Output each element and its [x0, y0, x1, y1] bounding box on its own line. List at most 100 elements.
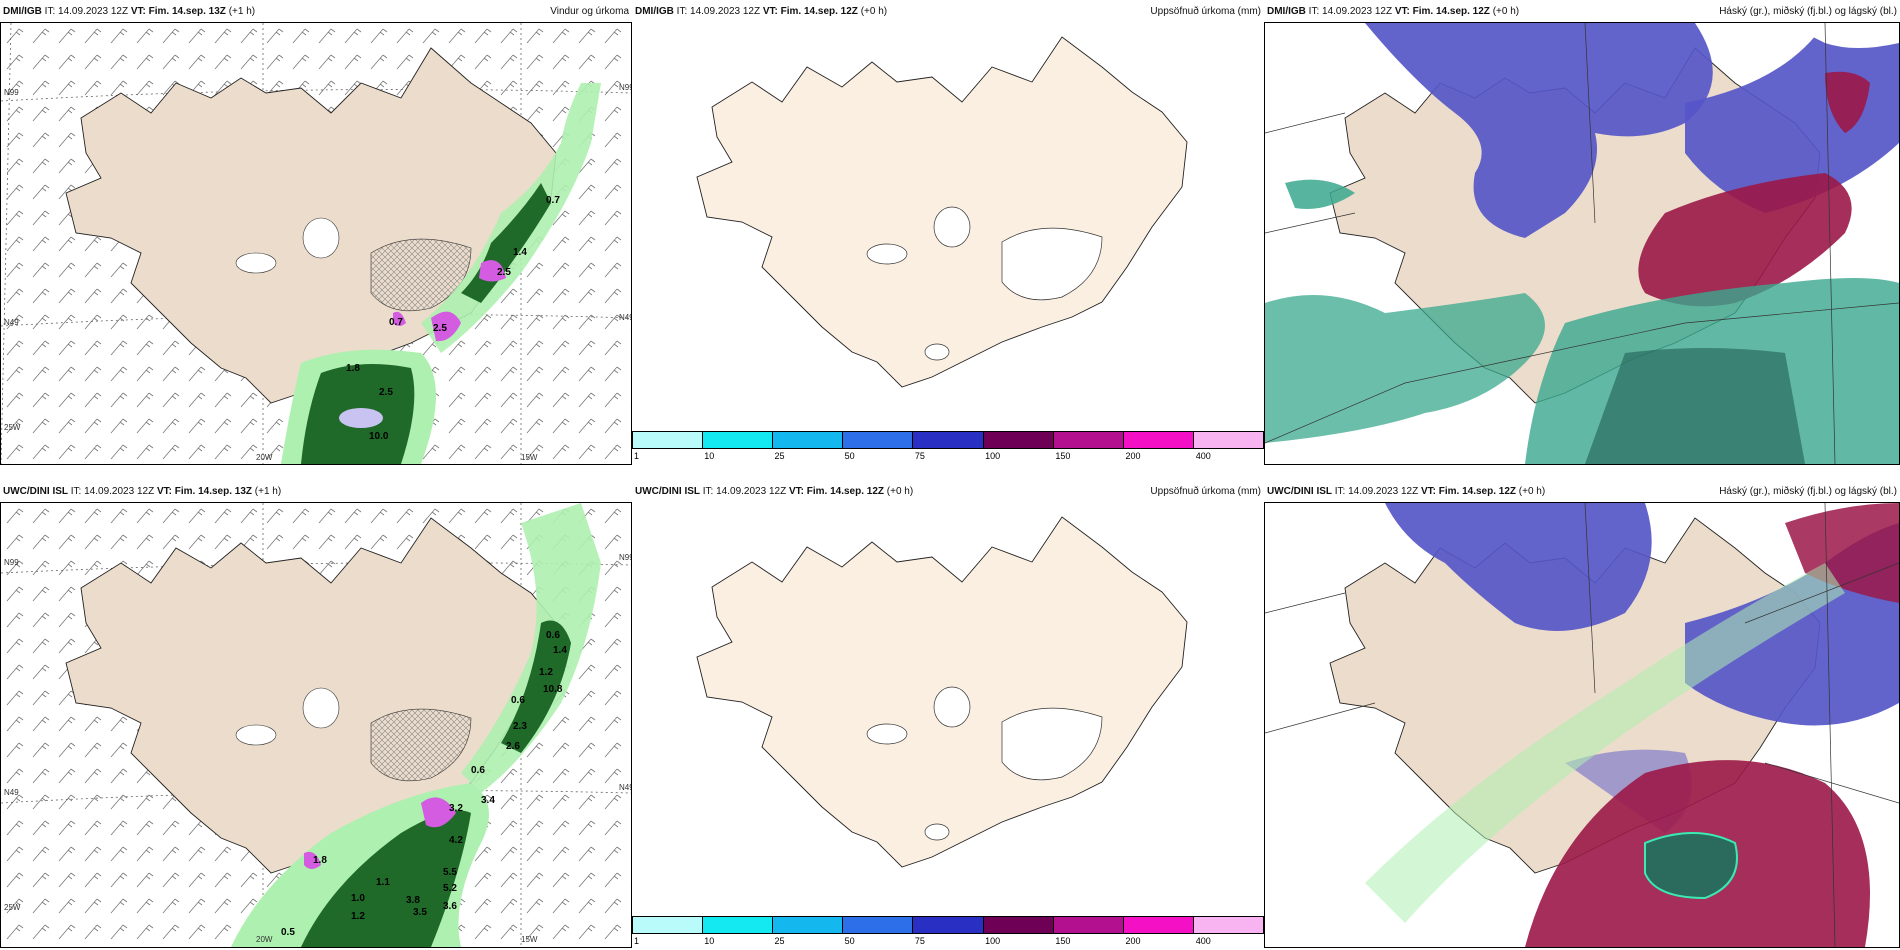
colorbar-label: 75: [914, 451, 925, 461]
lead-time: (+0 h): [886, 485, 914, 497]
precip-label: 3.4: [481, 795, 495, 806]
colorbar-swatch: [913, 917, 984, 933]
it-prefix: IT:: [676, 5, 688, 17]
precip-label: 1.2: [539, 667, 553, 678]
init-time: 14.09.2023 12Z: [1322, 5, 1393, 17]
precip-label: 1.1: [376, 877, 390, 888]
vt-prefix: VT:: [1420, 485, 1436, 497]
map-frame: [1264, 22, 1900, 465]
colorbar-swatches: [632, 916, 1264, 934]
init-time: 14.09.2023 12Z: [716, 485, 787, 497]
model-name: DMI/IGB: [3, 5, 42, 17]
colorbar-label: 75: [914, 936, 925, 946]
lat-tick: N49: [4, 318, 19, 327]
valid-time: Fim. 14.sep. 13Z: [174, 485, 253, 497]
init-time: 14.09.2023 12Z: [690, 5, 761, 17]
valid-time: Fim. 14.sep. 12Z: [1412, 5, 1490, 17]
precip-label: 2.5: [497, 267, 511, 278]
product-title: Uppsöfnuð úrkoma (mm): [1150, 485, 1261, 497]
precip-label: 3.5: [413, 907, 427, 918]
wind-precip-map: 0.7 1.4 2.5 0.7 2.5 1.8 2.5 10.0: [1, 23, 631, 464]
colorbar-swatch: [703, 432, 774, 448]
vt-prefix: VT:: [1394, 5, 1410, 17]
lat-tick: N49: [619, 313, 631, 322]
colorbar-label: 25: [774, 936, 785, 946]
it-prefix: IT:: [1334, 485, 1346, 497]
precip-label: 5.5: [443, 867, 457, 878]
panel-wind-precip-uwc: UWC/DINI ISL IT: 14.09.2023 12Z VT: Fim.…: [0, 480, 632, 950]
colorbar-label: 1: [634, 936, 640, 946]
precip-label: 3.8: [406, 895, 420, 906]
colorbar-swatch: [703, 917, 774, 933]
colorbar-swatch: [1053, 917, 1124, 933]
colorbar-label: 10: [704, 451, 715, 461]
map-frame: [632, 22, 1264, 430]
precip-label: 1.2: [351, 911, 365, 922]
colorbar-swatches: [632, 431, 1264, 449]
precip-label: 2.6: [506, 741, 520, 752]
precip-labels: 0.6 1.4 1.2 10.8 0.6 2.3 2.6 0.6 3.4 3.2…: [281, 630, 567, 938]
accum-precip-map: [696, 36, 1188, 388]
model-name: UWC/DINI ISL: [1267, 485, 1332, 497]
lon-tick: 25W: [4, 423, 21, 432]
precip-label: 1.0: [351, 893, 365, 904]
lon-tick: 15W: [521, 453, 538, 462]
vt-prefix: VT:: [156, 485, 172, 497]
colorbar-label: 400: [1195, 451, 1211, 461]
colorbar-label: 50: [844, 451, 855, 461]
precip-label: 10.8: [543, 684, 563, 695]
lat-tick: N49: [619, 783, 631, 792]
colorbar: 1 10 25 50 75 100 150 200 400: [632, 431, 1264, 465]
wind-precip-map: 0.6 1.4 1.2 10.8 0.6 2.3 2.6 0.6 3.4 3.2…: [1, 503, 631, 947]
it-prefix: IT:: [70, 485, 82, 497]
init-time: 14.09.2023 12Z: [1348, 485, 1419, 497]
colorbar-label: 200: [1125, 936, 1141, 946]
colorbar-swatch: [1053, 432, 1124, 448]
precip-label: 0.6: [471, 765, 485, 776]
colorbar: 1 10 25 50 75 100 150 200 400: [632, 916, 1264, 950]
colorbar-label: 150: [1055, 936, 1071, 946]
panel-header: DMI/IGB IT: 14.09.2023 12Z VT: Fim. 14.s…: [1264, 0, 1900, 22]
panel-header: UWC/DINI ISL IT: 14.09.2023 12Z VT: Fim.…: [0, 480, 632, 502]
panel-header: UWC/DINI ISL IT: 14.09.2023 12Z VT: Fim.…: [1264, 480, 1900, 502]
precip-label: 0.7: [546, 195, 560, 206]
colorbar-swatch: [843, 917, 914, 933]
colorbar-swatch: [1193, 917, 1263, 933]
product-title: Háský (gr.), miðský (fj.bl.) og lágský (…: [1719, 485, 1897, 497]
lon-tick: 25W: [4, 903, 21, 912]
colorbar-label: 400: [1195, 936, 1211, 946]
precip-label: 2.5: [379, 387, 393, 398]
valid-time: Fim. 14.sep. 12Z: [780, 5, 858, 17]
map-frame: [1264, 502, 1900, 948]
precip-label: 1.4: [553, 645, 567, 656]
init-time: 14.09.2023 12Z: [58, 5, 129, 17]
product-title: Uppsöfnuð úrkoma (mm): [1150, 5, 1261, 17]
lon-tick: 20W: [256, 935, 273, 944]
lat-tick: N99: [4, 558, 19, 567]
cloud-map: [1265, 23, 1899, 464]
valid-time: Fim. 14.sep. 12Z: [1438, 485, 1517, 497]
precip-label: 1.8: [313, 855, 327, 866]
colorbar-swatch: [773, 432, 844, 448]
model-name: DMI/IGB: [635, 5, 674, 17]
colorbar-label: 10: [704, 936, 715, 946]
model-name: DMI/IGB: [1267, 5, 1306, 17]
map-frame: 0.7 1.4 2.5 0.7 2.5 1.8 2.5 10.0 N99 N49…: [0, 22, 632, 465]
colorbar-label: 150: [1055, 451, 1071, 461]
map-frame: 0.6 1.4 1.2 10.8 0.6 2.3 2.6 0.6 3.4 3.2…: [0, 502, 632, 948]
colorbar-label: 1: [634, 451, 640, 461]
precip-label: 0.6: [511, 695, 525, 706]
colorbar-labels: 1 10 25 50 75 100 150 200 400: [632, 451, 1264, 463]
colorbar-swatch: [913, 432, 984, 448]
it-prefix: IT:: [44, 5, 56, 17]
colorbar-swatch: [843, 432, 914, 448]
lat-tick: N99: [4, 88, 19, 97]
colorbar-label: 100: [985, 451, 1001, 461]
lead-time: (+1 h): [254, 485, 282, 497]
panel-header: DMI/IGB IT: 14.09.2023 12Z VT: Fim. 14.s…: [632, 0, 1264, 22]
colorbar-swatch: [1123, 432, 1194, 448]
product-title: Háský (gr.), miðský (fj.bl.) og lágský (…: [1719, 5, 1897, 17]
colorbar-swatch: [1193, 432, 1263, 448]
panel-accum-precip-dmi: DMI/IGB IT: 14.09.2023 12Z VT: Fim. 14.s…: [632, 0, 1264, 465]
precip-label: 0.7: [389, 317, 403, 328]
